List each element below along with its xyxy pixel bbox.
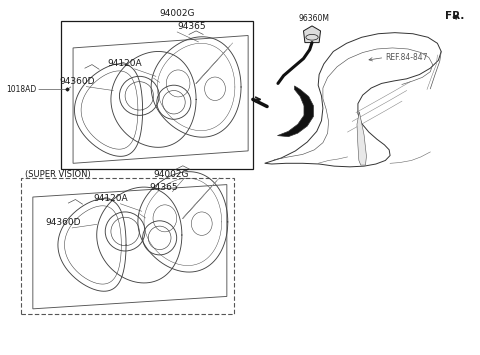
Text: 96360M: 96360M (299, 14, 330, 23)
Text: 94365: 94365 (177, 22, 205, 31)
Polygon shape (453, 14, 459, 20)
Text: 94002G: 94002G (159, 9, 195, 18)
Text: 94120A: 94120A (108, 59, 143, 68)
Polygon shape (303, 26, 321, 43)
Text: (SUPER VISION): (SUPER VISION) (25, 170, 91, 179)
Polygon shape (277, 86, 313, 137)
Text: 94002G: 94002G (154, 170, 189, 179)
Text: 94360D: 94360D (45, 218, 80, 227)
Text: 94365: 94365 (150, 183, 178, 192)
Text: REF.84-847: REF.84-847 (385, 53, 428, 62)
Text: FR.: FR. (445, 11, 465, 21)
Text: 1018AD: 1018AD (6, 85, 36, 94)
Polygon shape (357, 112, 366, 165)
Text: 94120A: 94120A (94, 194, 128, 203)
Text: 94360D: 94360D (59, 77, 95, 86)
